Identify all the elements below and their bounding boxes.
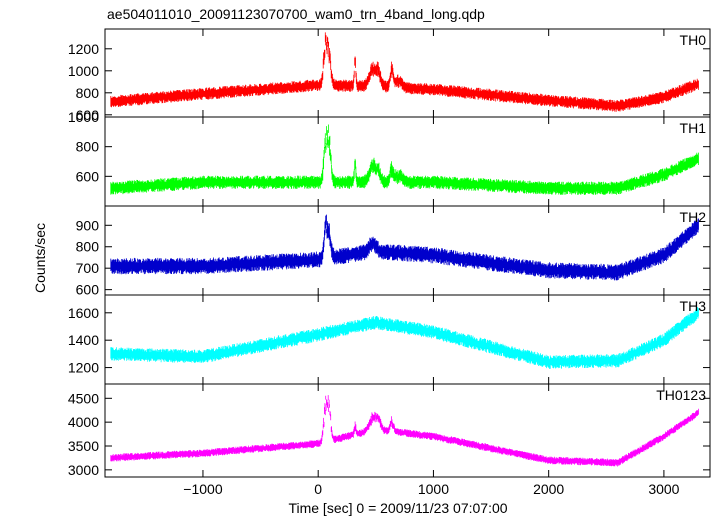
y-tick-label: 800 xyxy=(76,139,100,155)
chart-title: ae504011010_20091123070700_wam0_trn_4ban… xyxy=(107,6,485,22)
y-tick-label: 1200 xyxy=(68,360,99,376)
y-tick-label: 1200 xyxy=(68,41,99,57)
series-th0 xyxy=(110,32,699,112)
series-th2 xyxy=(110,214,699,281)
y-tick-label: 1600 xyxy=(68,305,99,321)
y-tick-label: 600 xyxy=(76,168,100,184)
y-tick-label: 800 xyxy=(76,85,100,101)
panels: 600 800 1000 1200 TH0 600 800 1000 TH1 600 700 800 9… xyxy=(68,28,711,478)
panel-frame xyxy=(104,383,711,478)
panel-label: TH1 xyxy=(680,120,707,136)
x-axis: −1000 0 1000 2000 3000 xyxy=(183,481,679,497)
panel-th2: 600 700 800 900 TH2 xyxy=(76,205,711,298)
x-tick-label: 1000 xyxy=(418,481,449,497)
y-tick-label: 1000 xyxy=(68,109,99,125)
panel-label: TH0123 xyxy=(656,387,706,403)
x-tick-label: 3000 xyxy=(648,481,679,497)
series-th0123 xyxy=(110,395,699,467)
y-tick-label: 600 xyxy=(76,282,100,298)
y-tick-label: 1000 xyxy=(68,63,99,79)
panel-th1: 600 800 1000 TH1 xyxy=(68,109,711,207)
panel-label: TH0 xyxy=(680,32,707,48)
y-tick-label: 800 xyxy=(76,239,100,255)
y-tick-label: 3500 xyxy=(68,438,99,454)
panel-th3: 1200 1400 1600 TH3 xyxy=(68,294,711,385)
y-tick-label: 4000 xyxy=(68,414,99,430)
y-tick-label: 4500 xyxy=(68,390,99,406)
y-tick-label: 3000 xyxy=(68,462,99,478)
panel-label: TH3 xyxy=(680,298,707,314)
x-axis-label: Time [sec] 0 = 2009/11/23 07:07:00 xyxy=(288,500,507,516)
panel-frame xyxy=(104,294,711,385)
series-th3 xyxy=(110,307,699,369)
x-tick-label: −1000 xyxy=(183,481,223,497)
y-tick-label: 1400 xyxy=(68,332,99,348)
panel-th0: 600 800 1000 1200 TH0 xyxy=(68,28,711,123)
y-tick-label: 700 xyxy=(76,260,100,276)
series-th1 xyxy=(110,124,699,195)
y-tick-label: 600 xyxy=(76,107,100,123)
x-tick-label: 0 xyxy=(314,481,322,497)
x-tick-label: 2000 xyxy=(533,481,564,497)
panel-th0123: 3000 3500 4000 4500 TH0123 xyxy=(68,383,711,478)
y-axis-label: Counts/sec xyxy=(32,223,48,293)
panel-label: TH2 xyxy=(680,209,707,225)
y-tick-label: 900 xyxy=(76,217,100,233)
